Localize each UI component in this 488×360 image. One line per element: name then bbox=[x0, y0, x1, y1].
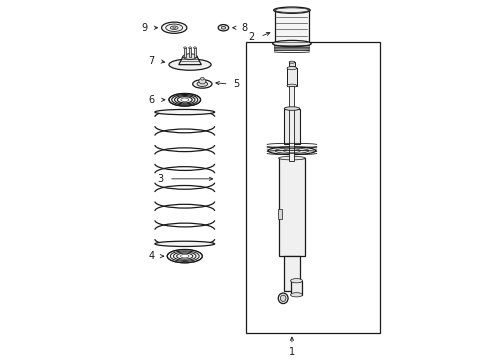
Ellipse shape bbox=[284, 107, 299, 110]
Ellipse shape bbox=[199, 78, 205, 84]
Text: 3: 3 bbox=[157, 174, 163, 184]
Text: 4: 4 bbox=[148, 251, 155, 261]
Text: 1: 1 bbox=[288, 337, 294, 357]
Ellipse shape bbox=[218, 24, 228, 31]
Ellipse shape bbox=[221, 26, 225, 29]
Ellipse shape bbox=[267, 147, 315, 154]
Ellipse shape bbox=[167, 249, 202, 263]
Ellipse shape bbox=[183, 54, 197, 59]
Ellipse shape bbox=[197, 81, 207, 86]
Ellipse shape bbox=[161, 22, 186, 33]
Ellipse shape bbox=[272, 40, 311, 47]
Text: 6: 6 bbox=[148, 95, 155, 105]
Ellipse shape bbox=[286, 84, 296, 87]
Text: 5: 5 bbox=[233, 79, 239, 89]
Ellipse shape bbox=[273, 7, 309, 13]
Ellipse shape bbox=[181, 98, 188, 102]
Bar bbox=[188, 48, 191, 57]
Bar bbox=[288, 62, 294, 66]
Ellipse shape bbox=[183, 47, 186, 49]
Bar bbox=[278, 158, 305, 256]
Ellipse shape bbox=[165, 24, 183, 31]
Bar bbox=[289, 86, 294, 161]
Ellipse shape bbox=[286, 67, 296, 70]
Ellipse shape bbox=[169, 59, 211, 70]
Bar bbox=[290, 281, 302, 295]
Text: 9: 9 bbox=[141, 23, 147, 33]
Ellipse shape bbox=[278, 156, 305, 160]
Bar bbox=[284, 256, 299, 291]
Bar bbox=[284, 109, 299, 144]
Bar bbox=[275, 10, 308, 44]
Ellipse shape bbox=[280, 295, 285, 301]
Ellipse shape bbox=[193, 47, 196, 49]
Ellipse shape bbox=[155, 109, 214, 115]
Ellipse shape bbox=[278, 293, 287, 303]
Bar bbox=[183, 48, 186, 57]
Ellipse shape bbox=[290, 279, 302, 283]
Bar bbox=[194, 48, 196, 57]
Ellipse shape bbox=[188, 47, 191, 49]
Bar bbox=[286, 68, 296, 86]
Ellipse shape bbox=[180, 255, 188, 258]
Ellipse shape bbox=[200, 77, 203, 80]
Bar bbox=[277, 210, 282, 219]
Ellipse shape bbox=[155, 241, 214, 247]
Ellipse shape bbox=[170, 26, 178, 30]
Bar bbox=[246, 42, 379, 333]
Text: 7: 7 bbox=[148, 56, 154, 66]
Ellipse shape bbox=[172, 27, 175, 28]
Ellipse shape bbox=[288, 61, 294, 63]
Ellipse shape bbox=[169, 94, 200, 106]
Text: 2: 2 bbox=[247, 32, 254, 41]
Ellipse shape bbox=[290, 293, 302, 297]
Polygon shape bbox=[179, 57, 201, 65]
Ellipse shape bbox=[192, 80, 212, 88]
Ellipse shape bbox=[275, 8, 308, 13]
Text: 8: 8 bbox=[241, 23, 246, 33]
